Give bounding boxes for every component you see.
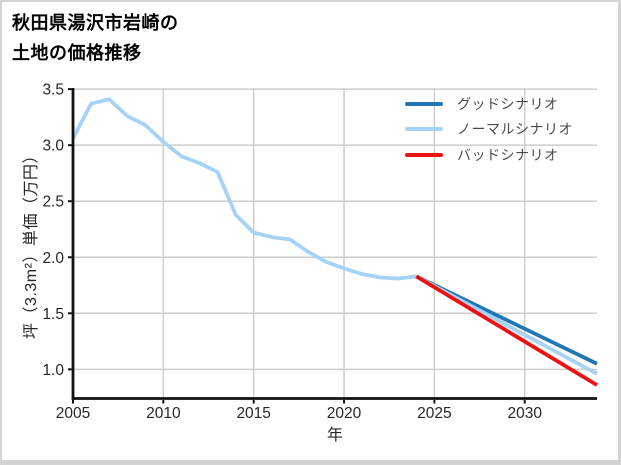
chart-title-line2: 土地の価格推移: [12, 43, 142, 63]
x-tick-label: 2025: [417, 405, 451, 422]
legend-line-swatch: [405, 127, 443, 132]
legend-label: ノーマルシナリオ: [457, 121, 573, 138]
x-tick-label: 2030: [507, 405, 542, 422]
legend-item: グッドシナリオ: [405, 91, 573, 117]
y-tick-label: 3.0: [42, 138, 64, 155]
y-tick-label: 1.5: [42, 306, 64, 323]
legend-item: バッドシナリオ: [405, 142, 573, 168]
legend-item: ノーマルシナリオ: [405, 117, 573, 143]
legend: グッドシナリオ ノーマルシナリオ バッドシナリオ: [405, 91, 573, 168]
legend-line-swatch: [405, 152, 443, 157]
y-tick-label: 3.5: [42, 82, 64, 99]
chart-title: 秋田県湯沢市岩崎の 土地の価格推移: [12, 8, 179, 68]
x-tick-label: 2010: [146, 405, 181, 422]
axes-spines: [71, 88, 597, 400]
tick-marks: [68, 88, 526, 404]
tick-labels: 2005 2010 2015 2020 2025 2030 1.0 1.5 2.0 2.5 3.0 3…: [42, 82, 542, 422]
chart-title-line1: 秋田県湯沢市岩崎の: [12, 13, 179, 33]
legend-line-swatch: [405, 101, 443, 106]
y-tick-label: 2.5: [42, 194, 64, 211]
x-tick-label: 2005: [56, 405, 90, 422]
legend-label: グッドシナリオ: [457, 95, 559, 112]
series-actual-history: [71, 97, 417, 281]
x-tick-label: 2015: [236, 405, 270, 422]
x-tick-label: 2020: [327, 405, 362, 422]
y-axis-label: 坪（3.3m²）単価（万円）: [23, 147, 40, 339]
legend-label: バッドシナリオ: [457, 146, 559, 163]
y-tick-label: 2.0: [42, 250, 64, 267]
gridlines: [72, 88, 597, 399]
x-axis-label: 年: [326, 427, 343, 444]
series-bad-scenario: [415, 274, 598, 387]
y-tick-label: 1.0: [42, 362, 64, 379]
